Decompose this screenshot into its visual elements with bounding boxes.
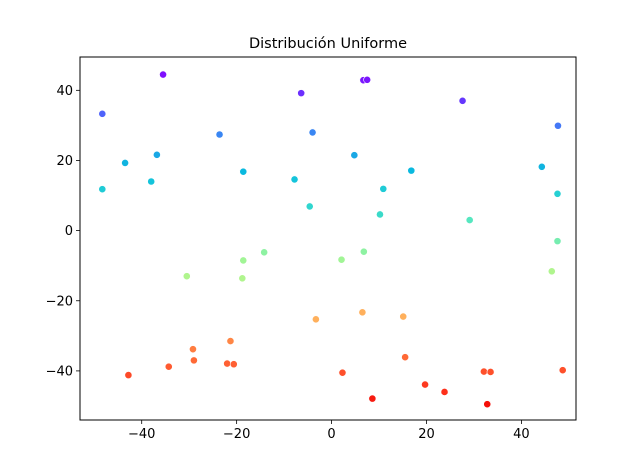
data-point (98, 109, 107, 118)
data-point (401, 353, 410, 362)
data-point (558, 366, 567, 375)
y-tick-label: −20 (46, 294, 73, 309)
data-point (465, 216, 474, 224)
data-point (190, 356, 198, 365)
x-tick-label: 20 (418, 427, 435, 442)
data-point (553, 189, 562, 198)
x-axis: −40 −20 0 20 40 (128, 420, 530, 442)
data-point (238, 274, 247, 283)
plot-frame (79, 56, 577, 421)
data-point (486, 368, 495, 376)
data-point (223, 359, 232, 368)
y-tick-label: 20 (56, 154, 73, 169)
data-point (239, 167, 248, 176)
chart-title: Distribución Uniforme (249, 36, 407, 52)
data-point (226, 337, 235, 345)
data-point (297, 89, 306, 98)
data-point (440, 388, 449, 396)
data-point (98, 185, 107, 194)
data-point (547, 267, 556, 276)
data-point (359, 247, 368, 256)
data-point (159, 70, 167, 79)
data-point (311, 315, 320, 324)
data-point (537, 162, 546, 171)
data-point (480, 367, 488, 376)
x-tick-label: 0 (327, 427, 335, 442)
data-point (337, 255, 346, 264)
data-point (147, 177, 156, 186)
x-tick-label: 40 (513, 427, 530, 442)
data-point (290, 175, 299, 184)
x-tick-label: −20 (223, 427, 250, 442)
data-point (260, 248, 269, 257)
data-point (483, 400, 492, 409)
data-point (124, 371, 133, 380)
data-point (182, 272, 191, 281)
data-point (338, 368, 347, 377)
data-point (164, 362, 173, 371)
data-point (308, 128, 317, 137)
data-point (379, 184, 388, 193)
data-point (363, 75, 372, 84)
data-point (407, 166, 416, 175)
data-point (368, 394, 377, 403)
data-point (554, 121, 562, 130)
data-point (189, 345, 197, 354)
data-point (239, 256, 248, 265)
data-point (399, 312, 408, 321)
y-tick-label: −40 (46, 364, 73, 379)
x-tick-label: −40 (128, 427, 155, 442)
data-point (121, 159, 129, 167)
data-point (305, 202, 314, 211)
data-point (152, 150, 161, 159)
data-point (376, 210, 384, 219)
y-axis: −40 −20 0 20 40 (46, 84, 80, 379)
data-point (215, 130, 224, 139)
data-point (229, 360, 238, 369)
data-point (358, 308, 367, 317)
y-tick-label: 40 (56, 84, 73, 99)
data-points (98, 70, 567, 409)
data-point (458, 96, 467, 105)
data-point (421, 380, 429, 389)
y-tick-label: 0 (65, 224, 73, 239)
data-point (350, 151, 359, 160)
data-point (553, 237, 562, 246)
